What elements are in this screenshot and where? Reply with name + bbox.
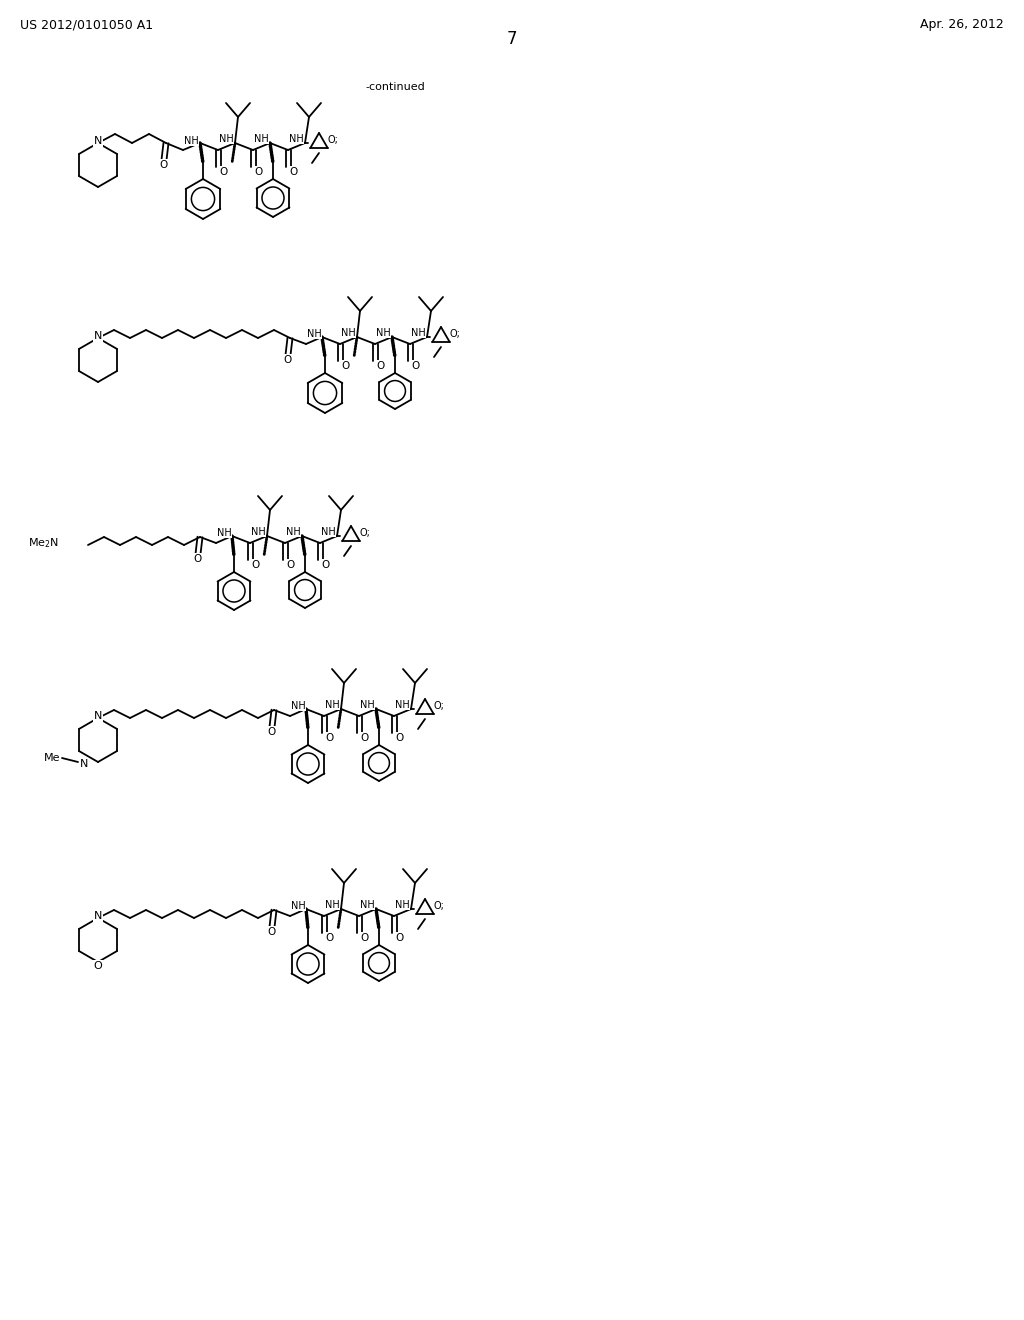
Text: Apr. 26, 2012: Apr. 26, 2012 — [921, 18, 1004, 30]
Text: O: O — [251, 560, 259, 570]
Text: NH: NH — [321, 527, 336, 537]
Text: O;: O; — [433, 701, 444, 711]
Text: O: O — [268, 727, 276, 737]
Text: NH: NH — [291, 701, 305, 711]
Text: O;: O; — [433, 902, 444, 911]
Text: NH: NH — [376, 327, 390, 338]
Text: O: O — [93, 961, 102, 972]
Text: NH: NH — [341, 327, 355, 338]
Text: N: N — [94, 911, 102, 921]
Text: O;: O; — [450, 329, 461, 339]
Text: NH: NH — [325, 700, 339, 710]
Text: NH: NH — [291, 902, 305, 911]
Text: O: O — [194, 554, 202, 564]
Text: O;: O; — [328, 135, 339, 145]
Text: N: N — [94, 331, 102, 341]
Text: O: O — [376, 360, 384, 371]
Text: O: O — [341, 360, 349, 371]
Text: -continued: -continued — [365, 82, 425, 92]
Text: N: N — [80, 759, 88, 770]
Text: US 2012/0101050 A1: US 2012/0101050 A1 — [20, 18, 154, 30]
Text: O: O — [360, 933, 369, 942]
Text: O: O — [219, 168, 227, 177]
Text: O: O — [395, 933, 403, 942]
Text: NH: NH — [217, 528, 231, 539]
Text: Me: Me — [43, 752, 60, 763]
Text: NH: NH — [254, 135, 268, 144]
Text: N: N — [94, 136, 102, 147]
Text: O: O — [254, 168, 262, 177]
Text: NH: NH — [394, 700, 410, 710]
Text: O: O — [411, 360, 419, 371]
Text: NH: NH — [219, 135, 233, 144]
Text: O;: O; — [359, 528, 371, 539]
Text: N: N — [94, 711, 102, 721]
Text: NH: NH — [394, 900, 410, 909]
Text: Me$_2$N: Me$_2$N — [28, 536, 59, 550]
Text: NH: NH — [411, 327, 425, 338]
Text: NH: NH — [325, 900, 339, 909]
Text: 7: 7 — [507, 30, 517, 48]
Text: O: O — [289, 168, 297, 177]
Text: O: O — [268, 927, 276, 937]
Text: O: O — [321, 560, 330, 570]
Text: O: O — [160, 160, 168, 170]
Text: NH: NH — [251, 527, 265, 537]
Text: O: O — [360, 733, 369, 743]
Text: NH: NH — [359, 900, 375, 909]
Text: NH: NH — [183, 136, 199, 147]
Text: NH: NH — [359, 700, 375, 710]
Text: O: O — [286, 560, 294, 570]
Text: NH: NH — [289, 135, 303, 144]
Text: O: O — [395, 733, 403, 743]
Text: O: O — [325, 933, 333, 942]
Text: NH: NH — [286, 527, 300, 537]
Text: NH: NH — [306, 329, 322, 339]
Text: O: O — [325, 733, 333, 743]
Text: O: O — [284, 355, 292, 366]
